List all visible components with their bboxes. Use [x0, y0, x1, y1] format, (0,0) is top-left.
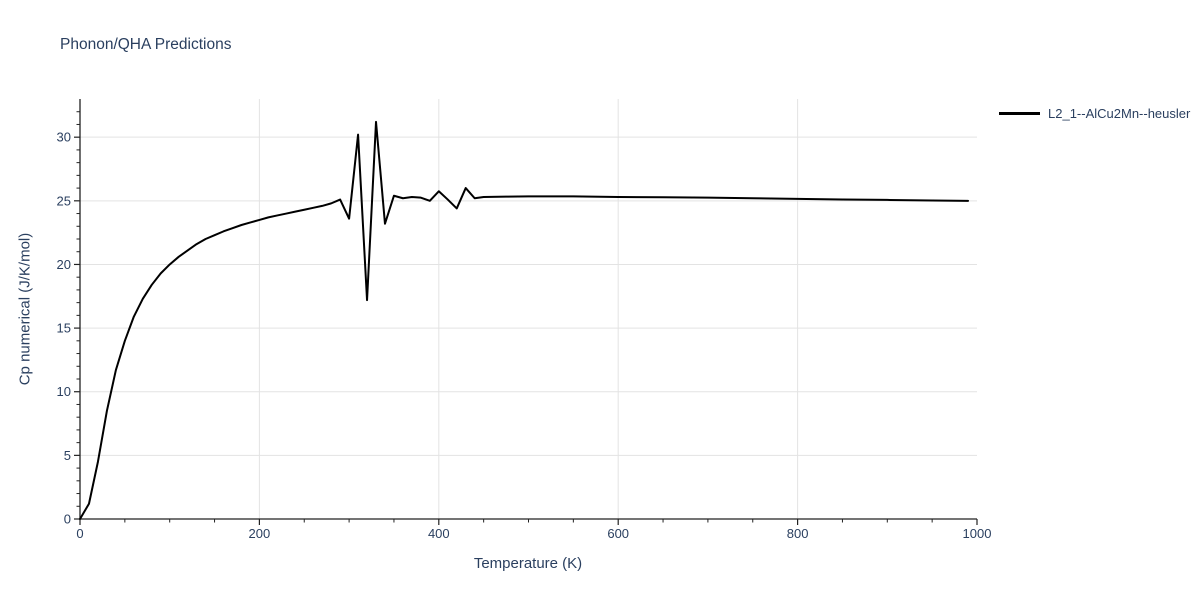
- x-tick-label: 1000: [963, 526, 992, 541]
- x-tick-label: 0: [76, 526, 83, 541]
- legend-label: L2_1--AlCu2Mn--heusler: [1048, 106, 1191, 121]
- series-line: [79, 120, 970, 520]
- y-tick-label: 5: [64, 448, 71, 463]
- y-tick-label: 0: [64, 512, 71, 527]
- legend: L2_1--AlCu2Mn--heusler: [999, 106, 1190, 121]
- x-tick-label: 200: [249, 526, 271, 541]
- x-axis-title: Temperature (K): [473, 555, 583, 572]
- x-tick-label: 400: [428, 526, 450, 541]
- y-tick-label: 30: [57, 130, 71, 145]
- x-tick-label: 800: [787, 526, 809, 541]
- y-axis-title: Cp numerical (J/K/mol): [16, 232, 34, 386]
- y-tick-label: 15: [57, 321, 71, 336]
- legend-item[interactable]: L2_1--AlCu2Mn--heusler: [999, 106, 1190, 121]
- chart-title: Phonon/QHA Predictions: [60, 36, 232, 53]
- legend-line-sample-icon: [999, 112, 1040, 115]
- x-tick-label: 600: [607, 526, 629, 541]
- y-tick-label: 25: [57, 193, 71, 208]
- y-tick-label: 10: [57, 384, 71, 399]
- y-tick-label: 20: [57, 257, 71, 272]
